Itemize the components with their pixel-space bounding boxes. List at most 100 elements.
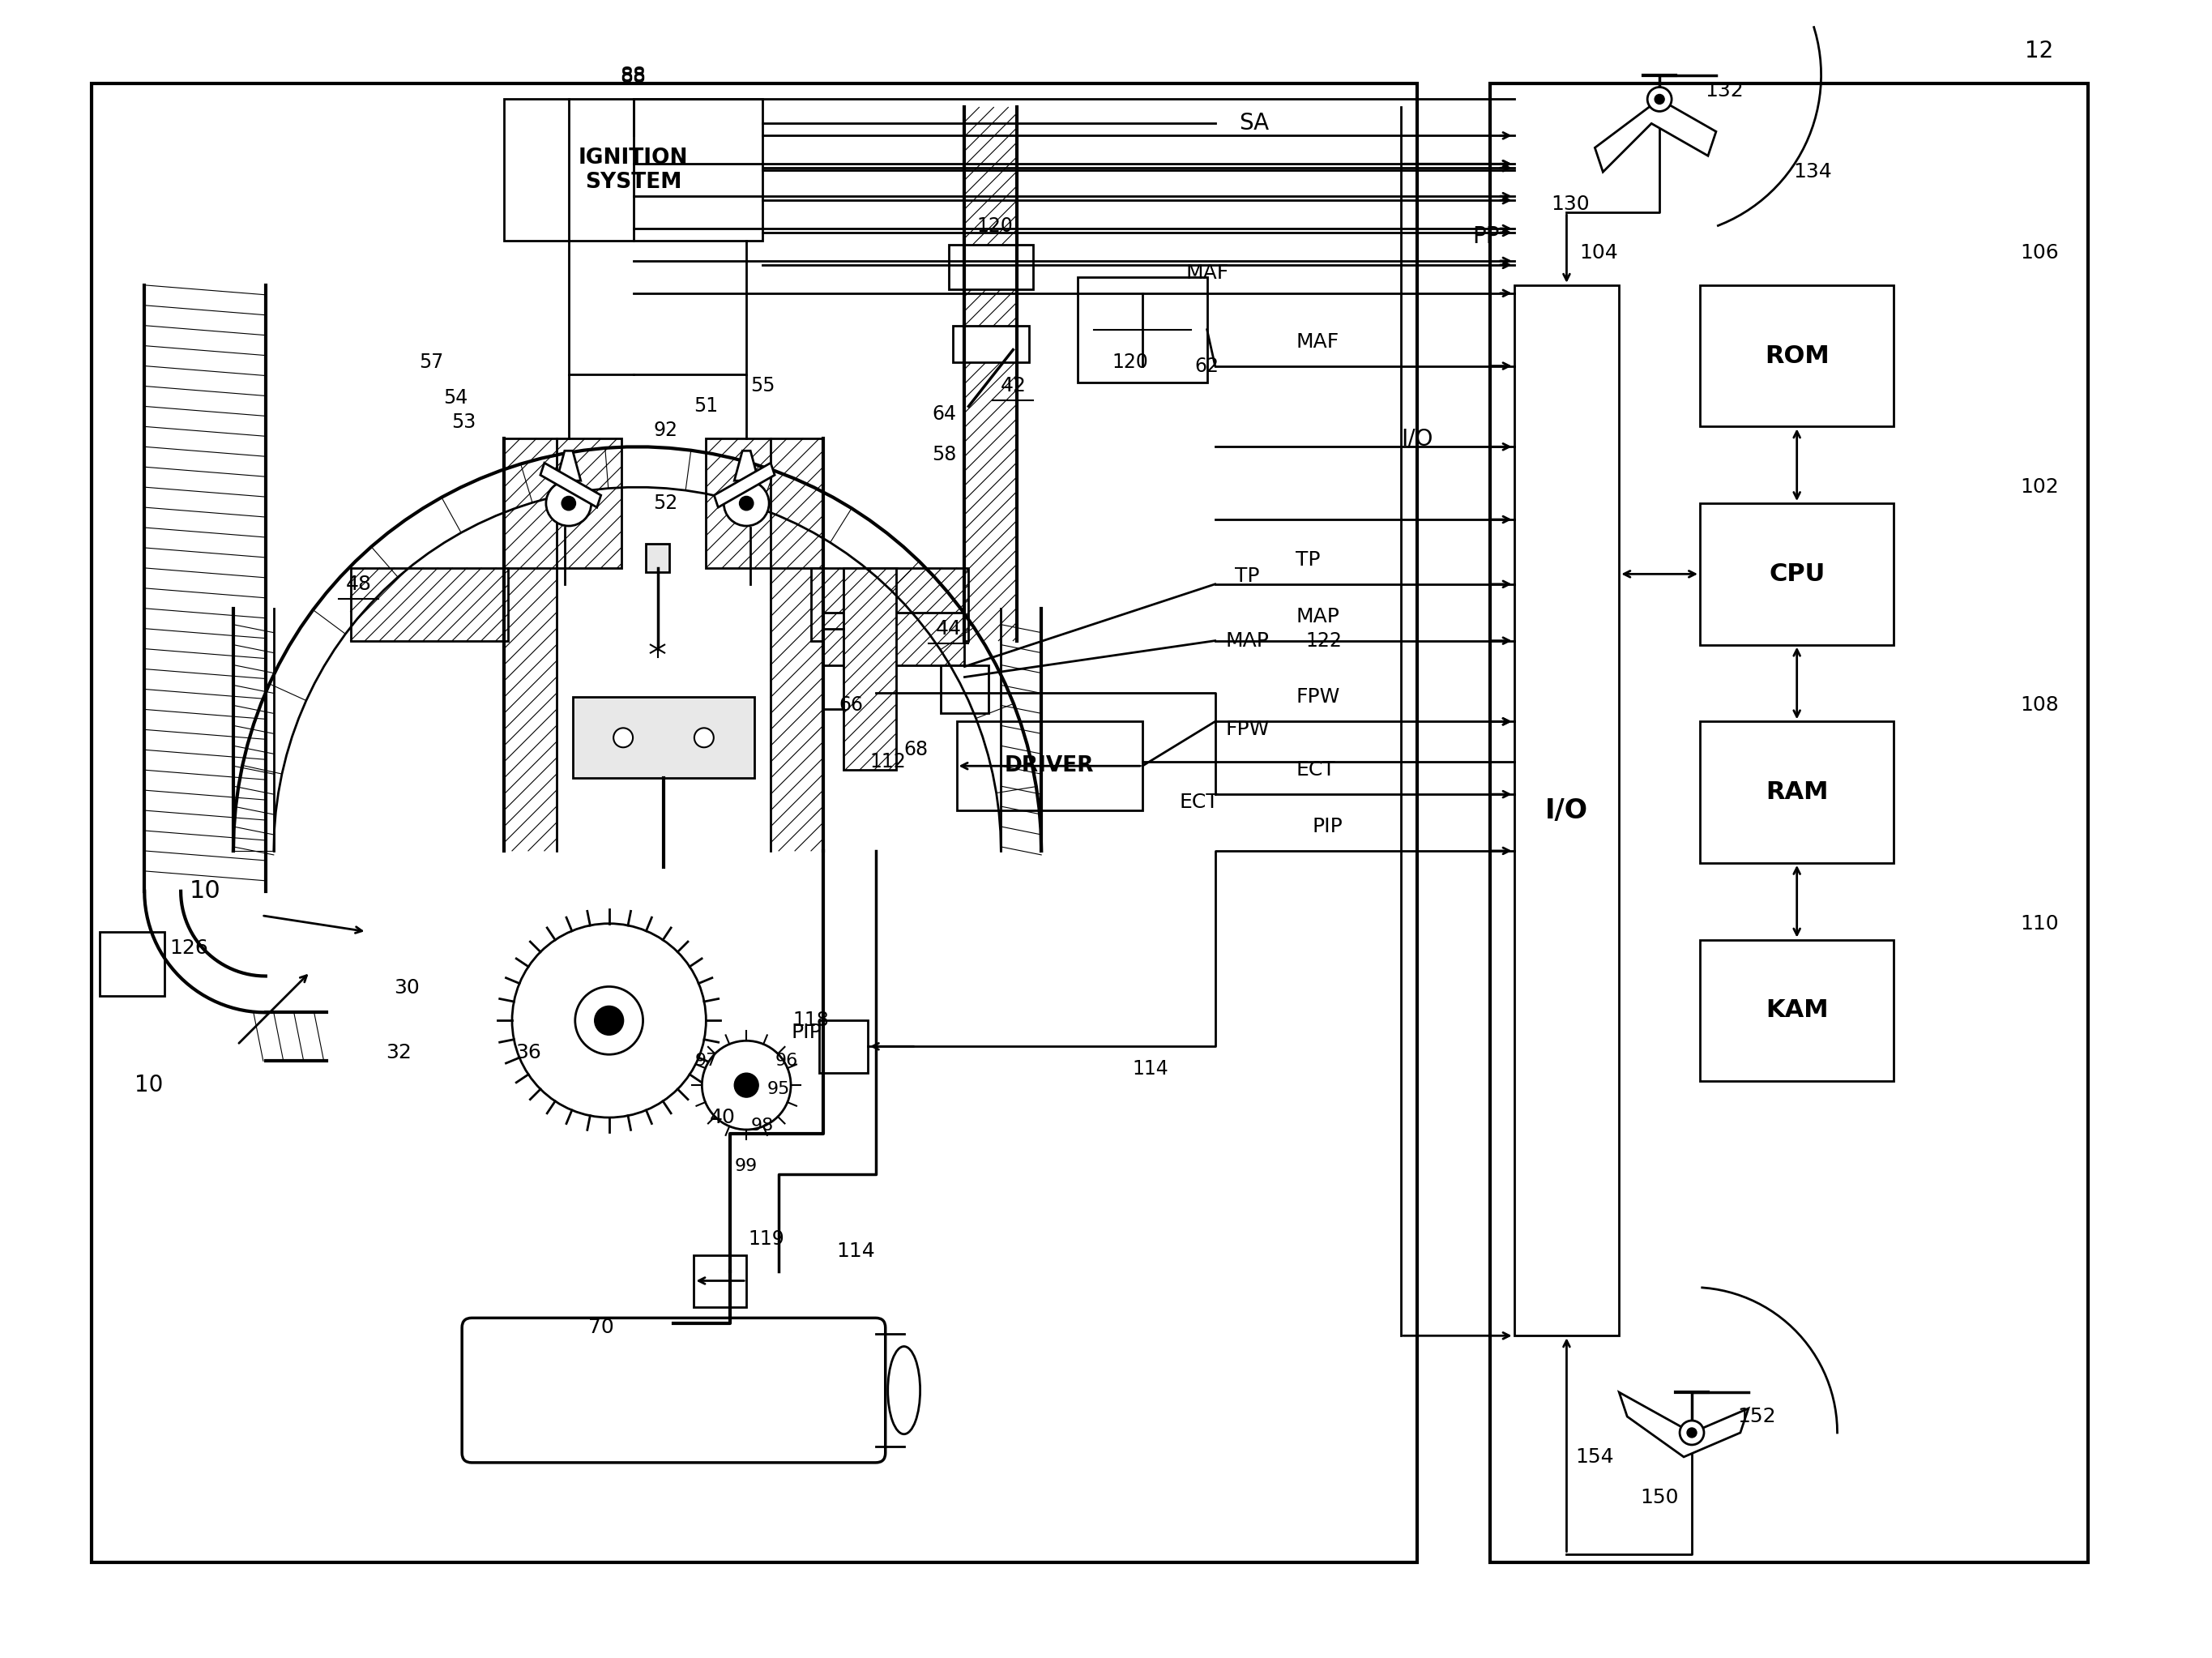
Text: IGNITION
SYSTEM: IGNITION SYSTEM [577,148,688,192]
Circle shape [546,481,591,526]
Text: 53: 53 [451,413,476,433]
FancyBboxPatch shape [695,1255,745,1308]
Circle shape [741,497,752,509]
FancyBboxPatch shape [706,439,823,569]
Text: 134: 134 [1794,162,1832,182]
Circle shape [595,1006,624,1035]
Text: I/O: I/O [1546,797,1588,824]
Text: 48: 48 [345,574,372,594]
Text: 98: 98 [752,1117,774,1134]
Text: 154: 154 [1575,1447,1615,1467]
Text: ROM: ROM [1765,345,1829,368]
FancyBboxPatch shape [462,1318,885,1462]
FancyBboxPatch shape [1513,285,1619,1336]
Text: I/O: I/O [1400,428,1433,449]
Text: 64: 64 [931,405,956,424]
Polygon shape [557,451,582,481]
Text: 30: 30 [394,978,420,998]
Text: 95: 95 [768,1081,790,1098]
Text: RAM: RAM [1765,781,1829,804]
Circle shape [701,1041,792,1129]
Text: MAP: MAP [1225,632,1270,650]
Text: MAF: MAF [1186,264,1228,284]
FancyBboxPatch shape [823,612,964,665]
FancyBboxPatch shape [646,544,670,572]
FancyBboxPatch shape [1491,83,2088,1562]
Text: 99: 99 [734,1157,759,1174]
FancyBboxPatch shape [100,932,164,996]
Text: 55: 55 [750,376,774,396]
FancyBboxPatch shape [93,83,1418,1562]
FancyBboxPatch shape [949,245,1033,288]
Text: FPW: FPW [1225,720,1270,739]
Text: 152: 152 [1736,1406,1776,1426]
Text: FPW: FPW [1296,688,1340,706]
Circle shape [513,924,706,1117]
Text: 42: 42 [1000,376,1026,396]
Text: 88: 88 [619,66,646,86]
Text: 96: 96 [776,1053,799,1069]
Circle shape [1655,95,1663,104]
Text: 92: 92 [653,421,677,441]
Text: 32: 32 [387,1043,411,1063]
Text: 102: 102 [2020,478,2059,497]
Text: DRIVER: DRIVER [1004,756,1095,776]
FancyBboxPatch shape [573,698,754,778]
Text: 108: 108 [2020,696,2059,715]
Text: 52: 52 [653,494,677,512]
Circle shape [575,987,644,1054]
Text: 36: 36 [515,1043,542,1063]
FancyBboxPatch shape [1699,940,1893,1081]
Text: 112: 112 [869,753,907,771]
Text: 106: 106 [2020,244,2059,262]
FancyBboxPatch shape [953,325,1029,361]
Circle shape [734,1073,759,1098]
Text: TP: TP [1296,550,1321,570]
Text: PIP: PIP [792,1023,821,1043]
Circle shape [695,728,714,748]
FancyBboxPatch shape [818,1021,867,1073]
Polygon shape [734,451,759,481]
Text: 119: 119 [748,1229,785,1248]
Text: 126: 126 [170,938,208,958]
Circle shape [1679,1421,1703,1444]
Text: 114: 114 [1133,1059,1168,1079]
Circle shape [613,728,633,748]
FancyBboxPatch shape [504,99,763,240]
Text: 10: 10 [190,879,221,904]
Text: PP: PP [1473,225,1500,249]
Text: 88: 88 [619,65,646,85]
Text: 97: 97 [695,1053,717,1069]
Text: 66: 66 [838,696,863,715]
FancyBboxPatch shape [956,721,1141,811]
Text: 68: 68 [905,739,929,759]
Circle shape [723,481,770,526]
Text: 122: 122 [1305,632,1343,650]
Text: MAF: MAF [1296,332,1338,351]
FancyBboxPatch shape [1077,277,1208,381]
Text: 40: 40 [710,1108,734,1127]
Text: 58: 58 [931,444,958,464]
Text: 110: 110 [2020,914,2059,933]
FancyBboxPatch shape [504,439,622,569]
Text: 62: 62 [1194,356,1219,376]
Text: 54: 54 [442,388,467,408]
Text: 118: 118 [792,1011,830,1030]
Polygon shape [714,463,774,507]
Text: 44: 44 [936,618,962,638]
Text: 57: 57 [418,351,445,371]
Text: 104: 104 [1579,244,1619,262]
Text: MAP: MAP [1296,607,1340,627]
Text: TP: TP [1234,567,1261,585]
Text: KAM: KAM [1765,998,1829,1023]
FancyBboxPatch shape [843,569,896,769]
Text: 10: 10 [135,1074,164,1096]
Ellipse shape [887,1346,920,1434]
Text: 114: 114 [836,1242,876,1260]
Text: 120: 120 [1113,351,1148,371]
Polygon shape [1619,1393,1747,1457]
Text: 120: 120 [978,217,1013,235]
FancyBboxPatch shape [1699,285,1893,426]
Circle shape [562,497,575,509]
FancyBboxPatch shape [349,569,509,640]
